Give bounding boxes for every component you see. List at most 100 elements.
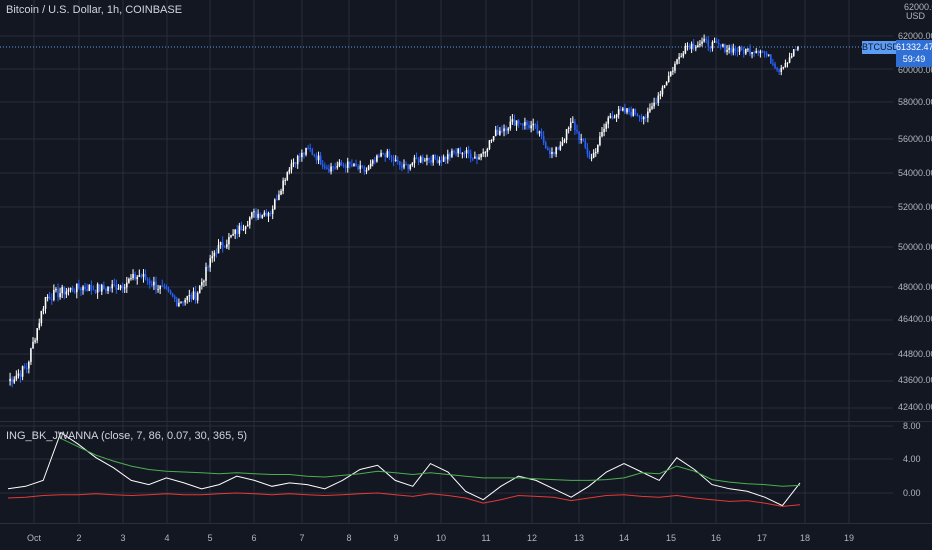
candle-body <box>519 123 522 125</box>
candle-body <box>501 130 503 132</box>
candle-body <box>553 152 555 155</box>
candle-body <box>253 211 255 213</box>
candle-body <box>155 281 157 290</box>
time-axis-label: 18 <box>799 533 811 543</box>
candle-body <box>795 49 797 51</box>
candle-body <box>538 131 541 134</box>
candle-body <box>428 157 430 160</box>
candle-body <box>711 42 714 49</box>
candle-body <box>80 288 82 291</box>
indicator-series-line <box>7 492 801 507</box>
candle-body <box>328 168 330 172</box>
candle-body <box>474 156 476 159</box>
candle-body <box>755 50 758 53</box>
time-axis-label: Oct <box>26 533 42 543</box>
candle-body <box>751 52 753 55</box>
candle-body <box>334 167 337 169</box>
candle-body <box>697 45 699 48</box>
candle-body <box>580 138 582 140</box>
candle-body <box>324 166 326 168</box>
candle-body <box>65 291 68 295</box>
candle-body <box>303 152 305 155</box>
candle-body <box>436 158 439 164</box>
candle-body <box>694 47 697 49</box>
candle-body <box>113 284 116 286</box>
candle-body <box>749 48 751 55</box>
candle-body <box>63 287 66 295</box>
candle-body <box>326 167 328 169</box>
candle-body <box>544 142 547 149</box>
candle-body <box>792 49 795 56</box>
candle-body <box>388 151 391 157</box>
candle-body <box>386 151 389 158</box>
candle-body <box>759 51 762 54</box>
candle-body <box>657 95 660 103</box>
price-axis-tick: 58000.00 <box>898 97 932 107</box>
candle-body <box>613 117 616 119</box>
candle-body <box>678 56 680 60</box>
candle-body <box>132 273 134 279</box>
candle-body <box>255 211 257 218</box>
candle-body <box>232 233 234 236</box>
candle-body <box>622 108 624 111</box>
candle-body <box>371 160 374 164</box>
candle-body <box>592 152 595 158</box>
candle-body <box>455 152 457 154</box>
candle-body <box>415 157 418 160</box>
candle-body <box>663 85 666 88</box>
candle-body <box>528 124 530 129</box>
candle-body <box>640 116 643 120</box>
candle-body <box>776 68 778 70</box>
candle-body <box>71 288 74 292</box>
price-axis-tick: 44800.00 <box>898 349 932 359</box>
time-axis-label: 2 <box>76 533 82 543</box>
candle-body <box>582 138 585 141</box>
candle-body <box>534 123 537 125</box>
grid-lines <box>0 0 893 523</box>
candle-body <box>234 229 236 234</box>
time-axis-label: 5 <box>207 533 213 543</box>
candle-body <box>88 284 91 292</box>
candle-body <box>624 108 626 113</box>
candle-body <box>211 256 214 259</box>
candle-body <box>273 199 276 210</box>
price-candles <box>9 34 799 388</box>
candle-body <box>482 152 484 154</box>
candle-body <box>98 284 101 292</box>
candle-body <box>651 106 653 109</box>
candle-body <box>105 288 107 291</box>
candle-body <box>676 59 678 64</box>
candle-body <box>230 235 232 237</box>
candle-body <box>196 292 199 301</box>
candle-body <box>294 162 297 165</box>
candle-body <box>55 289 57 291</box>
candle-body <box>128 278 130 283</box>
candle-body <box>244 226 247 230</box>
indicator-axis-tick: 0.00 <box>903 488 921 498</box>
price-axis-tick: 42400.00 <box>898 402 932 412</box>
candle-body <box>34 340 36 342</box>
candle-body <box>267 213 270 217</box>
candle-body <box>509 121 512 129</box>
candle-body <box>361 165 364 167</box>
candle-body <box>661 87 664 95</box>
price-axis-tick: 62000.00 <box>898 31 932 41</box>
candle-body <box>790 55 793 58</box>
candle-body <box>221 242 224 247</box>
candle-body <box>572 121 574 123</box>
candle-body <box>674 63 676 71</box>
candle-body <box>259 213 261 218</box>
candle-body <box>655 102 657 104</box>
candle-body <box>367 166 370 171</box>
candle-body <box>738 46 741 52</box>
candle-body <box>682 53 685 57</box>
candle-body <box>117 288 120 290</box>
candle-body <box>430 159 432 163</box>
candle-body <box>340 162 343 166</box>
candle-body <box>78 283 80 289</box>
candle-body <box>390 156 393 158</box>
candle-body <box>772 63 774 65</box>
candle-body <box>176 298 178 307</box>
candle-body <box>747 48 749 50</box>
candle-body <box>28 361 30 369</box>
